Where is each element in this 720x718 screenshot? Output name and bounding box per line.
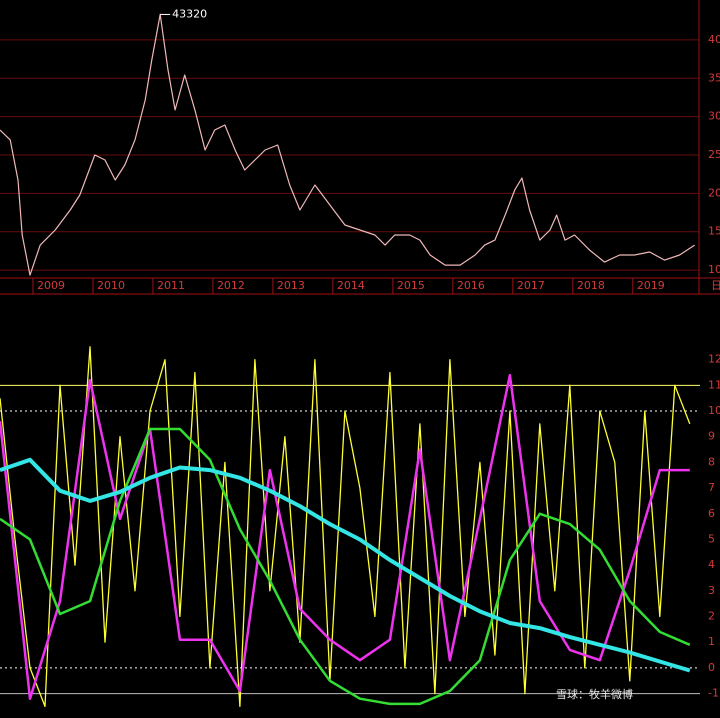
- y-tick-label: 1: [708, 635, 715, 648]
- y-tick-label: 11: [708, 378, 720, 391]
- price-line: [0, 427, 691, 706]
- y-tick-label: 35000: [708, 71, 720, 84]
- x-tick-label: 2017: [517, 279, 545, 292]
- period-label: 日: [711, 279, 720, 292]
- peak-label: 43320: [172, 7, 207, 20]
- y-tick-label: 12: [708, 353, 720, 366]
- x-tick-label: 2009: [37, 279, 65, 292]
- y-tick-label: 30000: [708, 110, 720, 123]
- x-tick-label: 2011: [157, 279, 185, 292]
- x-tick-label: 2019: [637, 279, 665, 292]
- y-tick-label: 15000: [708, 225, 720, 238]
- y-tick-label: -1: [708, 687, 719, 700]
- price-line: [0, 346, 691, 708]
- y-tick-label: 40000: [708, 33, 720, 46]
- x-tick-label: 2015: [397, 279, 425, 292]
- y-tick-label: 10000: [708, 263, 720, 276]
- watermark: 雪球：牧羊微博: [556, 687, 633, 701]
- y-tick-label: 20000: [708, 186, 720, 199]
- y-tick-label: 2: [708, 610, 715, 623]
- y-tick-label: 8: [708, 455, 715, 468]
- x-tick-label: 2010: [97, 279, 125, 292]
- y-tick-label: 3: [708, 584, 715, 597]
- y-tick-label: 4: [708, 558, 715, 571]
- x-tick-label: 2014: [337, 279, 365, 292]
- price-line: [0, 373, 690, 700]
- price-line: [0, 457, 691, 673]
- y-tick-label: 0: [708, 661, 715, 674]
- y-tick-label: 9: [708, 430, 715, 443]
- x-tick-label: 2018: [577, 279, 605, 292]
- y-tick-label: 7: [708, 481, 715, 494]
- x-tick-label: 2013: [277, 279, 305, 292]
- x-tick-label: 2016: [457, 279, 485, 292]
- x-tick-label: 2012: [217, 279, 245, 292]
- price-line: [0, 13, 695, 276]
- y-tick-label: 25000: [708, 148, 720, 161]
- y-tick-label: 10: [708, 404, 720, 417]
- y-tick-label: 6: [708, 507, 715, 520]
- y-tick-label: 5: [708, 532, 715, 545]
